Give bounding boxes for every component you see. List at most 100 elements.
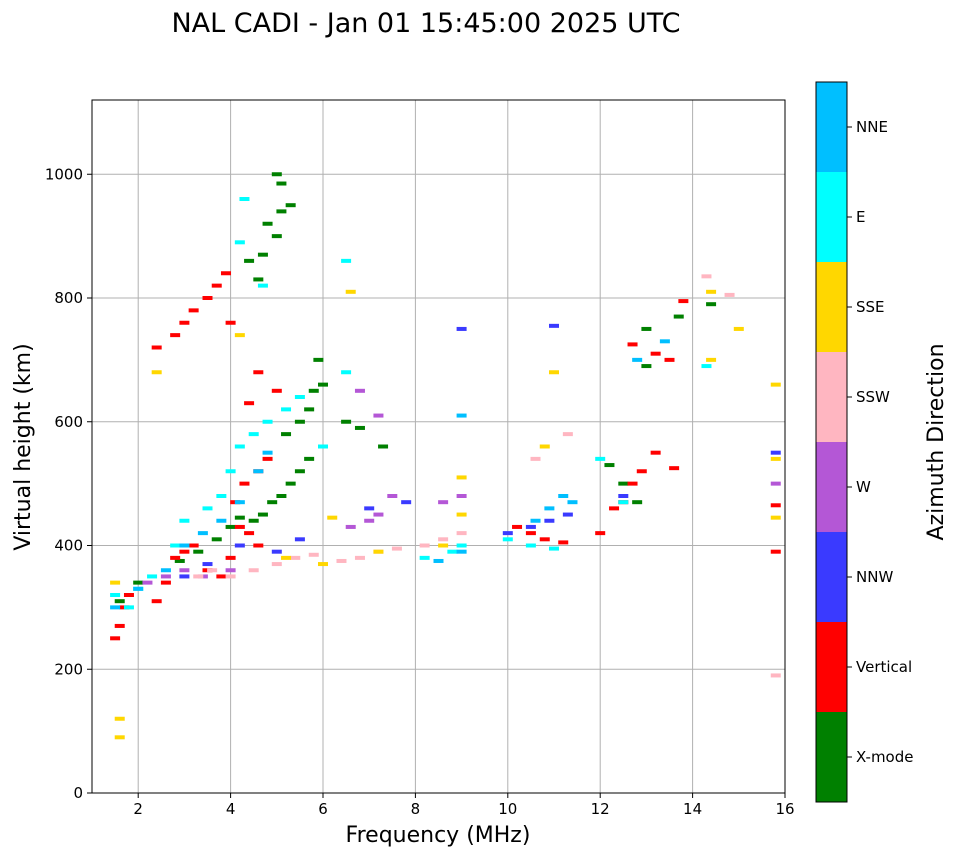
data-point-vertical bbox=[188, 543, 199, 548]
data-point-ssw bbox=[336, 558, 347, 563]
data-point-nne bbox=[262, 450, 273, 455]
data-point-x-mode bbox=[641, 364, 652, 369]
data-point-e bbox=[225, 469, 236, 474]
data-point-x-mode bbox=[308, 388, 319, 393]
data-point-vertical bbox=[188, 308, 199, 313]
data-point-x-mode bbox=[234, 515, 245, 520]
x-tick-label: 2 bbox=[133, 800, 143, 818]
data-point-nnw bbox=[294, 537, 305, 542]
colorbar-segment bbox=[816, 532, 847, 622]
grid bbox=[92, 100, 786, 794]
data-point-e bbox=[147, 574, 158, 579]
data-point-vertical bbox=[650, 351, 661, 356]
y-axis-ticks: 0 200 400 600 800 1000 bbox=[45, 165, 92, 802]
x-tick-label: 4 bbox=[226, 800, 236, 818]
data-point-sse bbox=[110, 580, 121, 585]
data-point-ssw bbox=[438, 537, 449, 542]
data-point-e bbox=[294, 395, 305, 399]
data-point-ssw bbox=[290, 555, 301, 560]
colorbar-label: Vertical bbox=[856, 658, 912, 676]
data-point-x-mode bbox=[267, 500, 278, 505]
data-point-w bbox=[364, 518, 375, 523]
data-point-nne bbox=[253, 469, 264, 474]
data-point-vertical bbox=[253, 370, 264, 375]
data-point-w bbox=[345, 524, 356, 529]
data-point-vertical bbox=[650, 450, 661, 455]
data-point-sse bbox=[318, 562, 328, 567]
data-point-nne bbox=[530, 518, 541, 523]
data-point-e bbox=[248, 432, 259, 437]
data-point-nne bbox=[216, 518, 227, 523]
data-point-nnw bbox=[525, 524, 536, 529]
data-point-vertical bbox=[627, 481, 638, 486]
x-axis-label: Frequency (MHz) bbox=[346, 823, 531, 848]
data-point-ssw bbox=[701, 274, 712, 279]
data-point-w bbox=[179, 568, 190, 573]
data-point-ssw bbox=[354, 555, 365, 560]
data-point-sse bbox=[373, 549, 384, 554]
data-point-vertical bbox=[271, 388, 282, 393]
data-point-x-mode bbox=[257, 252, 268, 257]
x-tick-label: 12 bbox=[591, 800, 610, 818]
data-point-vertical bbox=[244, 531, 255, 536]
data-point-sse bbox=[549, 370, 559, 375]
data-point-vertical bbox=[669, 466, 680, 471]
data-point-e bbox=[262, 419, 273, 424]
data-point-e bbox=[216, 494, 227, 498]
data-point-vertical bbox=[225, 320, 236, 325]
data-point-x-mode bbox=[225, 524, 236, 529]
data-point-sse bbox=[539, 444, 550, 449]
data-point-e bbox=[447, 549, 458, 554]
data-point-nnw bbox=[456, 326, 467, 331]
colorbar-label: E bbox=[856, 208, 865, 226]
data-point-ssw bbox=[248, 568, 259, 573]
data-point-e bbox=[502, 537, 513, 542]
data-point-e bbox=[257, 283, 268, 288]
data-point-e bbox=[202, 506, 213, 511]
data-point-ssw bbox=[562, 432, 573, 437]
data-point-ssw bbox=[530, 456, 541, 461]
y-tick-label: 800 bbox=[54, 289, 83, 307]
data-point-nnw bbox=[549, 323, 559, 328]
x-tick-label: 14 bbox=[683, 800, 702, 818]
data-point-w bbox=[354, 388, 365, 393]
data-point-e bbox=[618, 500, 629, 505]
data-point-w bbox=[373, 413, 384, 418]
colorbar-frame bbox=[815, 81, 848, 803]
data-point-w bbox=[142, 580, 153, 585]
data-point-vertical bbox=[239, 481, 250, 486]
y-tick-label: 0 bbox=[73, 784, 83, 802]
data-point-nne bbox=[433, 558, 444, 563]
y-tick-label: 600 bbox=[54, 413, 83, 431]
data-point-nnw bbox=[401, 500, 412, 505]
colorbar-segment bbox=[816, 352, 847, 442]
data-point-vertical bbox=[234, 524, 245, 529]
data-point-vertical bbox=[539, 537, 550, 542]
data-point-nne bbox=[197, 531, 208, 536]
data-point-x-mode bbox=[641, 326, 652, 331]
y-axis-label: Virtual height (km) bbox=[11, 343, 36, 550]
data-point-sse bbox=[327, 515, 338, 520]
data-point-vertical bbox=[211, 283, 222, 288]
data-point-vertical bbox=[595, 531, 606, 536]
data-point-x-mode bbox=[632, 500, 643, 505]
data-point-x-mode bbox=[294, 469, 305, 474]
data-point-vertical bbox=[512, 524, 523, 529]
data-point-x-mode bbox=[133, 580, 144, 585]
data-point-x-mode bbox=[271, 234, 282, 239]
data-point-nne bbox=[133, 586, 144, 591]
data-point-vertical bbox=[262, 456, 273, 461]
data-point-nnw bbox=[618, 494, 629, 498]
data-point-x-mode bbox=[276, 494, 287, 498]
data-point-x-mode bbox=[262, 221, 273, 226]
colorbar-segment bbox=[816, 172, 847, 262]
data-point-nnw bbox=[179, 574, 190, 579]
data-point-vertical bbox=[179, 320, 190, 325]
data-point-vertical bbox=[244, 401, 255, 406]
data-point-x-mode bbox=[313, 357, 324, 362]
y-tick-label: 1000 bbox=[45, 165, 83, 183]
data-point-e bbox=[170, 543, 181, 548]
data-point-ssw bbox=[193, 574, 204, 579]
data-point-nne bbox=[558, 494, 569, 498]
data-point-vertical bbox=[123, 593, 134, 597]
